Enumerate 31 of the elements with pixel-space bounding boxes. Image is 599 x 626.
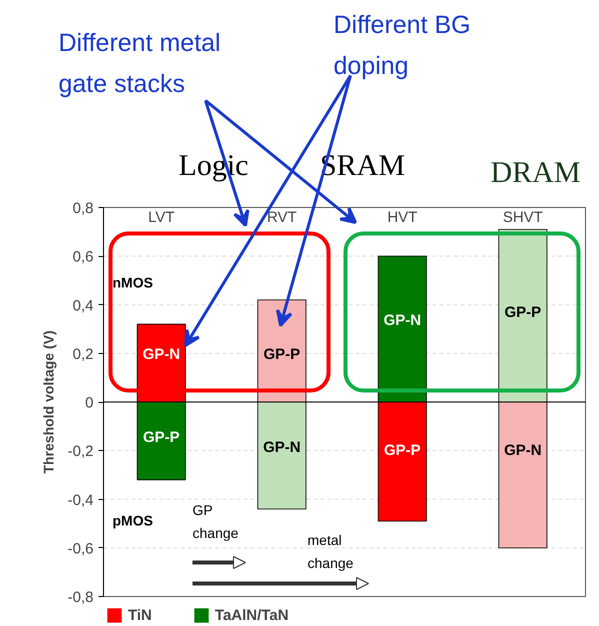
annotation: GP-P <box>384 442 421 459</box>
y-tick-label: 0,6 <box>72 248 94 266</box>
annotation: GP-P <box>143 429 180 446</box>
x-tick-label: HVT <box>387 209 418 226</box>
x-tick-label: SHVT <box>502 209 543 226</box>
y-tick-label: -0,6 <box>68 540 94 558</box>
y-tick-label: -0,2 <box>68 443 94 460</box>
y-tick-label: -0,8 <box>68 589 94 606</box>
annotation: nMOS <box>112 274 153 290</box>
annotation: GP-N <box>504 442 542 459</box>
annotation: GP-P <box>264 346 300 363</box>
y-tick-label: 0 <box>85 394 94 412</box>
text: DRAM <box>490 156 581 189</box>
text: Different BG doping <box>334 11 471 80</box>
y-tick-label: 0,2 <box>72 346 94 363</box>
annotation: GP-N <box>263 439 301 456</box>
annotation: GP-N <box>384 312 422 329</box>
y-tick-label: -0,4 <box>68 492 94 509</box>
y-axis-title: Threshold voltage (V) <box>40 330 57 474</box>
annotation: metal change <box>308 532 354 572</box>
annotation: GP-N <box>142 346 180 363</box>
text: Different metal gate stacks <box>58 29 221 98</box>
x-tick-label: LVT <box>148 209 175 226</box>
annotation: GP change <box>192 502 239 542</box>
legend-label: TaAlN/TaN <box>214 606 289 624</box>
annotation: pMOS <box>112 512 153 528</box>
legend-label: TiN <box>128 606 152 624</box>
annotation: GP-P <box>504 304 542 321</box>
y-tick-label: 0,8 <box>72 200 94 217</box>
x-tick-label: RVT <box>266 209 297 226</box>
y-tick-label: 0,4 <box>72 297 94 314</box>
